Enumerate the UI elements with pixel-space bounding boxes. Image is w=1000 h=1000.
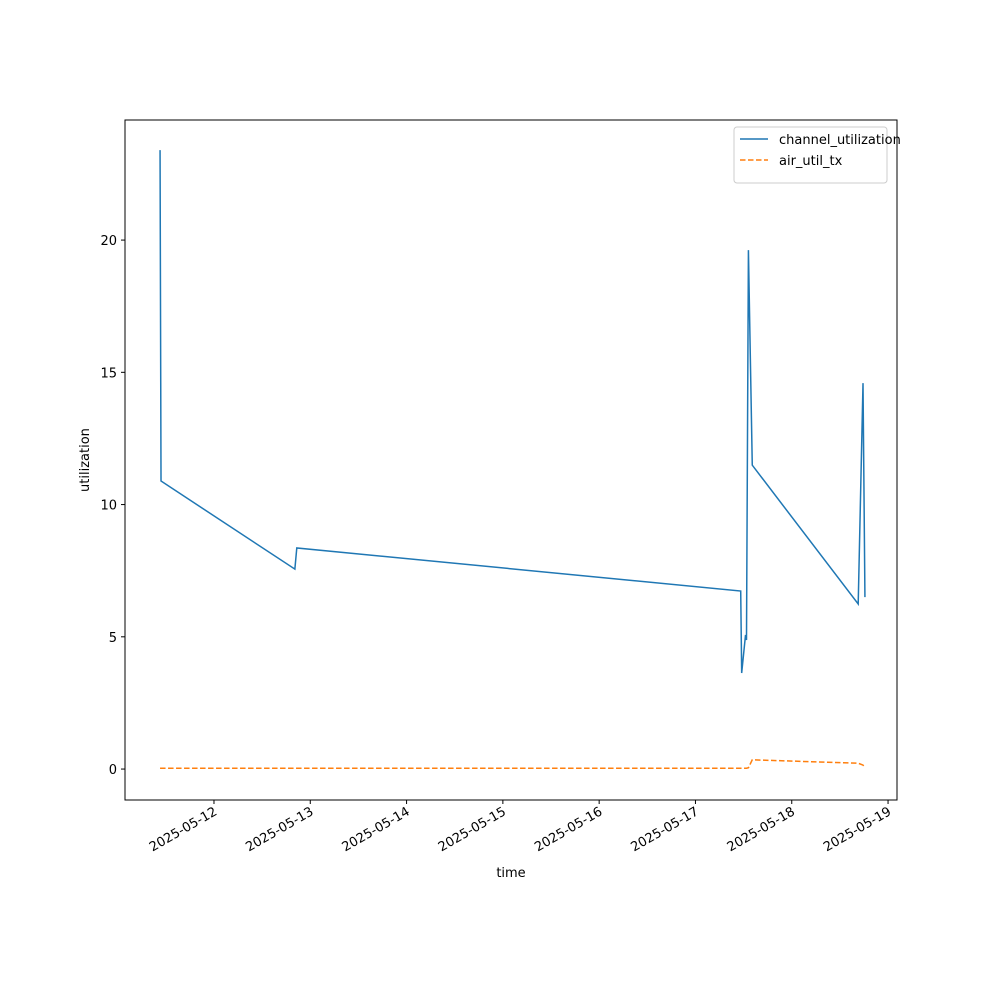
y-axis-label: utilization bbox=[78, 428, 93, 492]
x-tick-label: 2025-05-19 bbox=[821, 804, 894, 855]
legend-label: channel_utilization bbox=[779, 133, 901, 148]
legend-box bbox=[733, 126, 888, 184]
x-tick-label: 2025-05-15 bbox=[436, 804, 509, 855]
y-tick-label: 0 bbox=[109, 763, 117, 778]
y-tick-label: 15 bbox=[100, 366, 117, 381]
y-tick-label: 5 bbox=[109, 631, 117, 646]
x-tick-label: 2025-05-17 bbox=[629, 804, 702, 855]
y-tick-label: 10 bbox=[100, 499, 117, 514]
x-tick-label: 2025-05-18 bbox=[725, 804, 798, 855]
series-line bbox=[160, 759, 866, 770]
x-tick-label: 2025-05-16 bbox=[532, 804, 605, 855]
x-tick-label: 2025-05-13 bbox=[243, 804, 316, 855]
series-line bbox=[159, 150, 866, 674]
x-tick-label: 2025-05-14 bbox=[340, 804, 413, 855]
y-tick-label: 20 bbox=[100, 234, 117, 249]
plot-frame bbox=[124, 119, 898, 801]
x-axis-label: time bbox=[496, 866, 525, 881]
legend-label: air_util_tx bbox=[779, 154, 843, 169]
x-tick-label: 2025-05-12 bbox=[147, 804, 220, 855]
